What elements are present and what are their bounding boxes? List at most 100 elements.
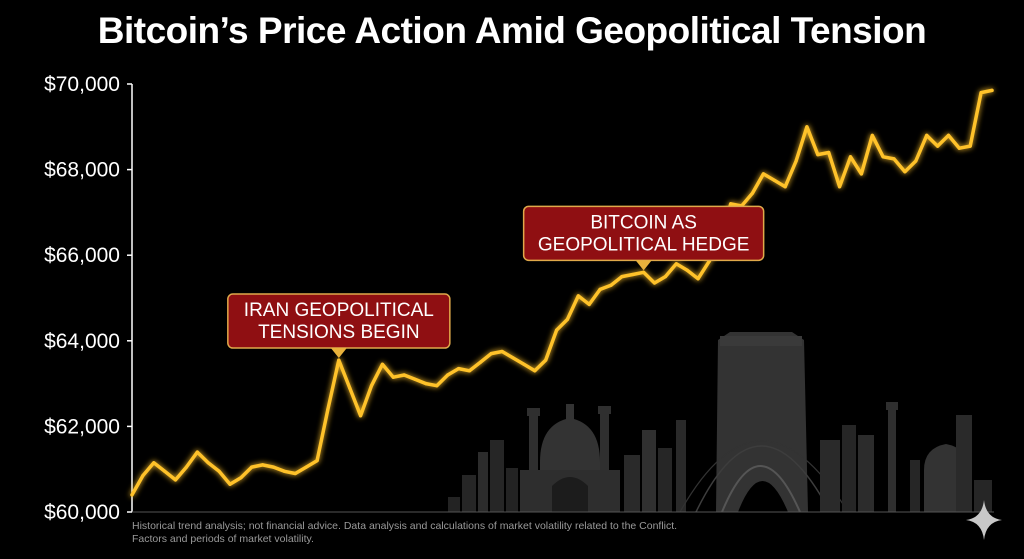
data-point [609,283,613,287]
data-point [413,377,417,381]
data-point [946,133,951,137]
data-point [380,362,384,366]
data-point [511,356,515,360]
data-point [304,465,308,469]
data-point [848,155,853,159]
data-point [478,360,482,364]
data-point [783,185,787,189]
data-point [467,369,472,373]
data-point [870,133,874,137]
skyline-illustration [448,332,992,513]
annotation-text: IRAN GEOPOLITICAL [244,300,434,321]
data-point [990,88,994,92]
data-point [761,172,766,176]
data-point [838,185,842,189]
y-tick-label: $62,000 [44,415,120,438]
data-point [271,465,276,469]
data-point [369,384,374,388]
data-point [391,375,395,379]
data-point [130,493,134,497]
data-point [326,407,330,411]
data-point [250,465,254,469]
data-point [794,159,798,163]
y-tick-label: $70,000 [44,73,120,96]
data-point [598,287,602,291]
data-point [663,275,668,279]
footnote-line-1: Historical trend analysis; not financial… [132,520,678,532]
data-point [805,125,809,129]
data-point [500,349,504,354]
data-point [315,459,319,463]
footnote: Historical trend analysis; not financial… [132,520,892,546]
data-point [859,172,864,176]
data-point [184,465,188,469]
data-point [892,157,896,161]
data-point [936,144,940,148]
data-point [914,159,918,163]
data-point [533,369,537,373]
annotation-text: BITCOIN AS [590,212,697,233]
data-point [620,275,624,279]
data-point [925,133,929,137]
data-point [827,150,831,155]
annotation-pointer [330,348,347,359]
data-point [587,302,591,306]
data-point [293,471,297,476]
data-point [957,146,961,150]
data-point [979,91,983,95]
data-point [359,414,363,418]
data-point [282,469,286,473]
annotation-pointer [635,260,652,271]
data-point [729,202,733,206]
data-point [337,358,341,362]
data-point [642,270,646,274]
data-point [881,155,885,159]
footnote-line-2: Factors and periods of market volatility… [132,533,314,545]
data-point [424,382,428,386]
data-point [816,153,820,157]
y-tick-label: $68,000 [44,159,120,182]
sparkle-icon [966,500,1002,540]
data-point [163,469,167,473]
data-point [576,294,580,298]
series-line [130,88,994,497]
y-axis-ticks: $70,000 $68,000 $66,000 $64,000 $62,000 $60,0… [44,73,132,524]
data-point [141,474,145,478]
data-point [261,463,265,467]
data-point [631,272,635,277]
data-point [402,373,406,377]
data-point [565,317,570,321]
data-point [652,281,657,285]
data-point [968,144,972,148]
data-point [903,170,907,174]
data-point [674,262,678,266]
data-point [239,476,243,480]
data-point [173,478,178,482]
data-point [457,367,461,371]
data-point [555,328,559,332]
data-point [206,461,210,465]
data-point [750,191,755,195]
y-tick-label: $60,000 [44,501,120,524]
data-point [544,358,548,362]
data-point [696,277,700,281]
y-tick-label: $64,000 [44,330,120,353]
data-point [348,386,352,390]
data-point [685,268,689,272]
annotation-text: GEOPOLITICAL HEDGE [538,234,750,255]
data-point [195,450,199,454]
data-point [152,461,156,465]
data-points [130,88,994,497]
y-tick-label: $66,000 [44,244,120,267]
data-point [772,178,776,182]
data-point [446,373,450,377]
chart-title: Bitcoin’s Price Action Amid Geopolitical… [97,10,927,51]
data-point [217,469,221,473]
annotation-text: TENSIONS BEGIN [258,322,420,343]
data-point [228,482,232,486]
data-point [435,384,439,388]
